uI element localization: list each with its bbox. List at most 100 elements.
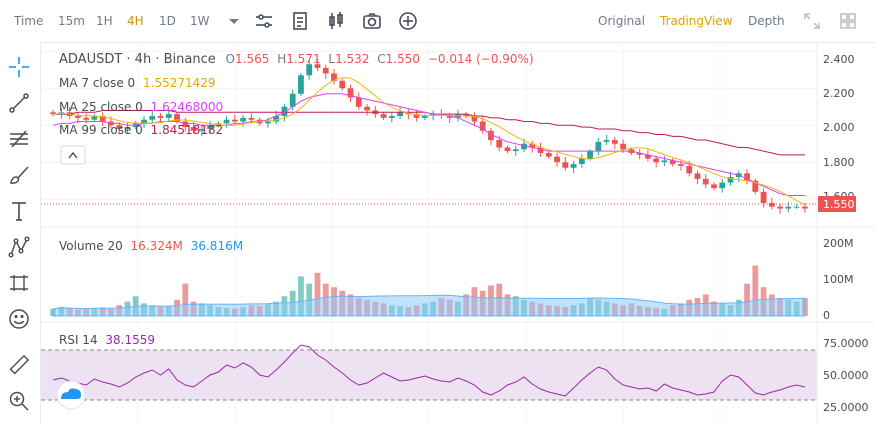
fullscreen-icon[interactable] — [802, 11, 822, 31]
candle-body — [554, 156, 560, 163]
candle-body — [562, 162, 569, 168]
ruler-icon[interactable] — [8, 354, 30, 376]
candle-body — [83, 117, 90, 120]
interval-4h[interactable]: 4H — [127, 14, 144, 28]
interval-1h[interactable]: 1H — [96, 14, 113, 28]
candle-body — [231, 119, 238, 122]
candle-body — [314, 64, 321, 68]
camera-icon[interactable] — [362, 11, 382, 31]
candle-body — [537, 147, 544, 153]
ma7-legend[interactable]: MA 7 close 0 1.55271429 — [59, 76, 216, 90]
volume-ma-value: 36.816M — [190, 239, 244, 253]
pattern-icon[interactable] — [8, 236, 30, 258]
volume-bar — [298, 276, 304, 316]
last-price-tag-text: 1.550 — [823, 198, 855, 211]
change-value: −0.014 (−0.90%) — [427, 52, 534, 66]
price-axis-label: 2.000 — [823, 121, 855, 134]
candle-body — [752, 180, 759, 192]
candle-body — [678, 164, 684, 166]
candle-body — [413, 114, 420, 118]
candle-body — [198, 128, 205, 131]
tab-original[interactable]: Original — [598, 14, 645, 28]
candle-body — [719, 182, 726, 189]
volume-ma-area — [52, 294, 806, 317]
open-label: O — [225, 52, 235, 66]
chart-area[interactable]: 2.400 2.200 2.000 1.800 1.600 200M 100M … — [41, 42, 875, 424]
candle-body — [339, 80, 346, 89]
candle-body — [355, 97, 362, 107]
volume-axis-label: 100M — [823, 273, 854, 286]
candle-body — [686, 165, 693, 174]
candle-type-icon[interactable] — [326, 11, 346, 31]
candle-body — [75, 116, 81, 118]
more-intervals-dropdown-icon[interactable] — [224, 11, 244, 31]
candle-body — [711, 184, 717, 189]
layout-grid-icon[interactable] — [838, 11, 858, 31]
indicator-settings-icon[interactable] — [254, 11, 274, 31]
volume-label: Volume 20 — [59, 239, 123, 253]
interval-15m[interactable]: 15m — [58, 14, 85, 28]
ma25-line — [53, 93, 805, 197]
ma99-value: 1.84518182 — [150, 123, 224, 137]
price-axis-label: 2.400 — [823, 53, 855, 66]
price-chart[interactable]: 2.400 2.200 2.000 1.800 1.600 200M 100M … — [41, 42, 875, 424]
drawing-toolbar — [0, 42, 41, 424]
candle-body — [578, 158, 585, 165]
candle-body — [595, 141, 602, 152]
candle-body — [645, 154, 651, 159]
candle-body — [240, 117, 247, 122]
close-value: 1.550 — [385, 52, 421, 66]
volume-bar — [314, 272, 321, 316]
candle-body — [793, 206, 800, 208]
candle-body — [182, 121, 189, 128]
candle-body — [364, 106, 370, 111]
candle-body — [446, 116, 453, 118]
interval-1d[interactable]: 1D — [159, 14, 176, 28]
tab-depth[interactable]: Depth — [748, 14, 785, 28]
candle-body — [124, 127, 131, 129]
candle-body — [603, 140, 610, 142]
time-interval-button[interactable]: Time — [14, 14, 44, 28]
volume-bar — [744, 283, 750, 316]
symbol-legend: ADAUSDT · 4h · Binance O1.565 H1.571 L1.… — [59, 52, 534, 67]
volume-axis-label: 0 — [823, 309, 830, 322]
ma25-legend[interactable]: MA 25 close 0 1.62468000 — [59, 100, 223, 114]
brush-icon[interactable] — [8, 164, 30, 186]
candle-body — [388, 116, 395, 118]
candle-body — [669, 160, 676, 165]
candle-body — [768, 202, 775, 207]
chart-notes-icon[interactable] — [290, 11, 310, 31]
candle-body — [298, 75, 304, 94]
high-value: 1.571 — [286, 52, 321, 66]
ma7-value: 1.55271429 — [143, 76, 216, 90]
top-toolbar: Time 15m 1H 4H 1D 1W Original TradingVie… — [0, 0, 875, 43]
candle-body — [512, 149, 519, 152]
emoji-icon[interactable] — [8, 308, 30, 330]
ma7-label: MA 7 close 0 — [59, 76, 136, 90]
rsi-value: 38.1559 — [105, 333, 156, 347]
candle-body — [801, 206, 808, 209]
rsi-legend[interactable]: RSI 14 38.1559 — [59, 333, 155, 347]
close-label: C — [377, 52, 386, 66]
text-tool-icon[interactable] — [8, 200, 30, 222]
volume-legend[interactable]: Volume 20 16.324M 36.816M — [59, 239, 243, 253]
tab-tradingview[interactable]: TradingView — [660, 14, 733, 28]
price-axis-label: 2.200 — [823, 87, 855, 100]
measure-icon[interactable] — [8, 272, 30, 294]
add-indicator-icon[interactable] — [398, 11, 418, 31]
candle-body — [545, 153, 552, 157]
open-value: 1.565 — [235, 52, 270, 66]
candle-body — [248, 117, 255, 120]
crosshair-icon[interactable] — [8, 56, 30, 78]
candle-body — [570, 164, 577, 168]
interval-1w[interactable]: 1W — [190, 14, 210, 28]
ma99-legend[interactable]: MA 99 close 0 1.84518182 — [59, 123, 223, 137]
candle-body — [141, 119, 147, 124]
fib-retracement-icon[interactable] — [8, 128, 30, 150]
candle-body — [653, 158, 660, 163]
trend-line-icon[interactable] — [8, 92, 30, 114]
zoom-in-icon[interactable] — [8, 390, 30, 412]
ma7-line — [53, 77, 806, 205]
candle-body — [281, 106, 288, 116]
collapse-legend-button[interactable] — [60, 145, 86, 165]
